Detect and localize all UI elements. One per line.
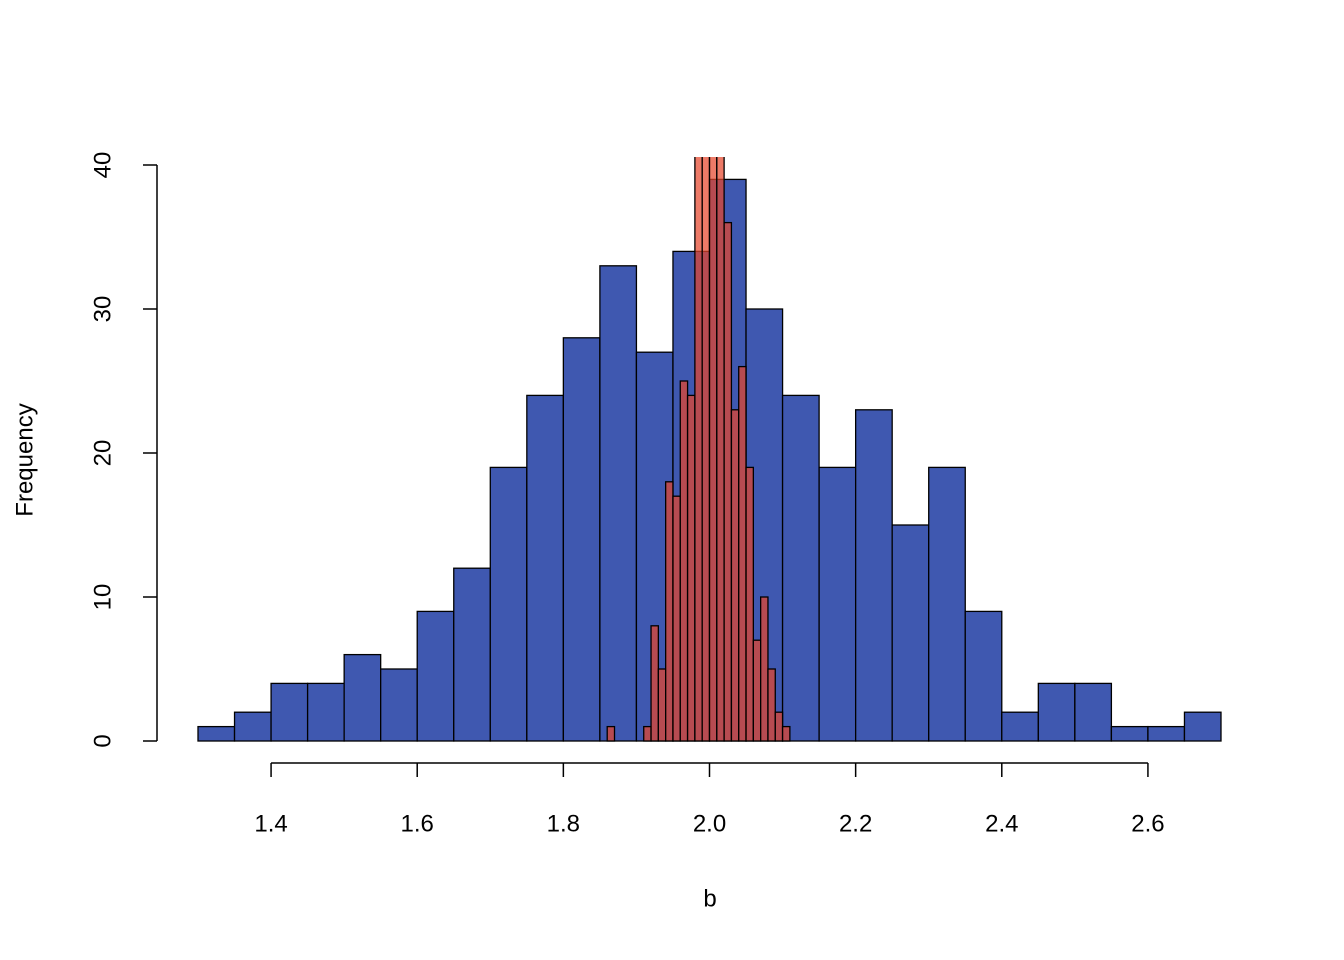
histogram-bar bbox=[752, 639, 762, 742]
histogram-bar bbox=[708, 157, 718, 742]
histogram-bar bbox=[767, 668, 776, 742]
histogram-bar bbox=[233, 711, 272, 742]
histogram-bar bbox=[854, 409, 893, 742]
histogram-bar bbox=[526, 394, 565, 742]
y-tick-label: 20 bbox=[89, 440, 116, 467]
histogram-bar bbox=[453, 567, 491, 742]
histogram-bar bbox=[781, 725, 791, 742]
histogram-bar bbox=[716, 157, 725, 742]
histogram-bar bbox=[489, 466, 528, 742]
histogram-bar bbox=[694, 157, 703, 742]
histogram-bar bbox=[1147, 725, 1186, 742]
x-tick-label: 1.4 bbox=[254, 810, 287, 837]
histogram-bar bbox=[270, 682, 309, 742]
histogram-bar bbox=[197, 725, 236, 742]
histogram-bar bbox=[964, 610, 1003, 742]
histogram-bar bbox=[891, 524, 930, 742]
histogram-bar bbox=[1183, 711, 1222, 742]
histogram-bar bbox=[562, 337, 601, 742]
histogram-bar bbox=[774, 711, 784, 742]
y-tick-label: 40 bbox=[89, 152, 116, 179]
histogram-bar bbox=[606, 725, 616, 742]
histogram-bar bbox=[760, 596, 769, 742]
histogram-bar bbox=[928, 466, 966, 742]
x-tick-label: 2.6 bbox=[1131, 810, 1164, 837]
histogram-bar bbox=[643, 725, 652, 742]
histogram-bar bbox=[650, 625, 659, 742]
histogram-bar bbox=[701, 157, 711, 742]
histogram-bar bbox=[672, 495, 681, 742]
histogram-bar bbox=[380, 668, 418, 742]
histogram-bar bbox=[738, 365, 747, 742]
x-tick-label: 2.4 bbox=[985, 810, 1018, 837]
x-tick-label: 2.0 bbox=[693, 810, 726, 837]
histogram-bar bbox=[1074, 682, 1113, 742]
y-tick-label: 10 bbox=[89, 584, 116, 611]
histogram-bar bbox=[818, 466, 857, 742]
y-tick-label: 30 bbox=[89, 296, 116, 323]
y-tick-label: 0 bbox=[89, 734, 116, 747]
histogram-bar bbox=[416, 610, 455, 742]
histogram-bar bbox=[723, 221, 733, 742]
histogram-bar bbox=[343, 653, 382, 742]
x-axis-label: b bbox=[703, 885, 716, 912]
histogram-bar bbox=[745, 466, 754, 742]
x-tick-label: 1.6 bbox=[401, 810, 434, 837]
histogram-bar bbox=[665, 481, 674, 742]
histogram-bar bbox=[599, 265, 638, 742]
x-tick-label: 1.8 bbox=[547, 810, 580, 837]
x-tick-label: 2.2 bbox=[839, 810, 872, 837]
histogram-bar bbox=[679, 380, 689, 742]
histogram-bar bbox=[657, 668, 667, 742]
histogram-bar bbox=[306, 682, 345, 742]
histogram-bar bbox=[1037, 682, 1076, 742]
histogram-bar bbox=[1110, 725, 1149, 742]
histogram-bar bbox=[1001, 711, 1039, 742]
y-axis-label: Frequency bbox=[11, 403, 38, 516]
histogram-bar bbox=[781, 394, 820, 742]
plot-area bbox=[197, 157, 1222, 742]
histogram-bar bbox=[730, 409, 740, 742]
histogram-bar bbox=[686, 394, 696, 742]
